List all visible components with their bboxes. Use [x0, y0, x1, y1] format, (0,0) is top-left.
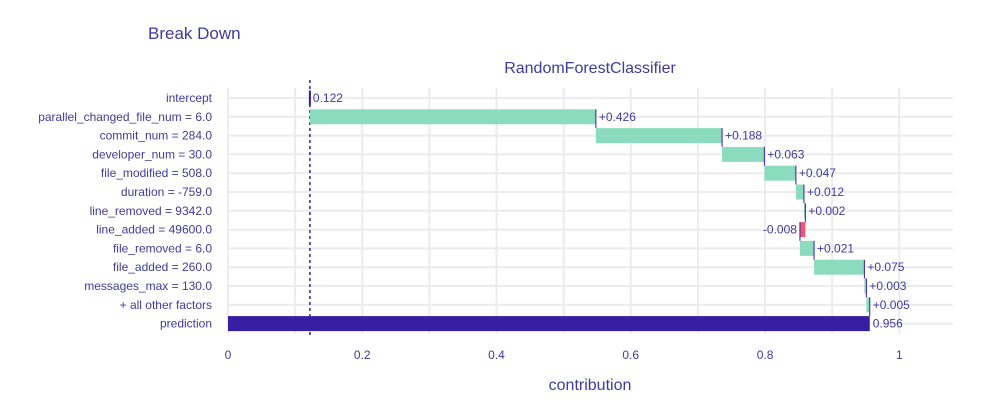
x-axis-title: contribution [549, 377, 632, 394]
variable-label: intercept [166, 91, 213, 105]
bar-positive [795, 184, 804, 200]
value-label: -0.008 [763, 223, 797, 237]
variable-label: file_added = 260.0 [113, 260, 212, 274]
bars [228, 80, 871, 336]
bar-positive [309, 109, 596, 125]
value-label: 0.956 [873, 317, 903, 331]
value-label: +0.012 [807, 185, 844, 199]
bar-positive [866, 297, 870, 313]
variable-label: developer_num = 30.0 [92, 147, 212, 161]
x-axis-ticks: 0 0.2 0.4 0.6 0.8 1 [225, 348, 903, 362]
bar-positive [595, 128, 723, 144]
variable-label: file_modified = 508.0 [101, 166, 212, 180]
value-label: +0.075 [867, 260, 904, 274]
variable-label: + all other factors [120, 298, 212, 312]
bar-positive [864, 278, 867, 294]
value-label: +0.188 [725, 129, 762, 143]
value-label: +0.003 [869, 279, 906, 293]
value-label: +0.063 [767, 147, 804, 161]
variable-label: line_added = 49600.0 [96, 223, 212, 237]
x-tick-label: 0.4 [488, 348, 505, 362]
bar-positive [814, 259, 865, 275]
variable-label: line_removed = 9342.0 [90, 204, 213, 218]
x-tick-label: 0 [225, 348, 232, 362]
x-tick-label: 0.8 [757, 348, 774, 362]
value-label: +0.002 [808, 204, 845, 218]
variable-labels: intercept parallel_changed_file_num = 6.0… [38, 91, 212, 331]
bar-positive [799, 240, 815, 256]
variable-label: duration = -759.0 [121, 185, 212, 199]
x-tick-label: 0.2 [354, 348, 371, 362]
bar-positive [722, 146, 765, 162]
chart-title: Break Down [148, 24, 241, 43]
bar-negative [799, 222, 806, 238]
variable-label: parallel_changed_file_num = 6.0 [38, 110, 212, 124]
variable-label: messages_max = 130.0 [84, 279, 212, 293]
bar-positive [764, 165, 796, 181]
bar-prediction [228, 316, 870, 332]
value-label: +0.005 [873, 298, 910, 312]
value-label: +0.021 [817, 241, 854, 255]
x-tick-label: 0.6 [622, 348, 639, 362]
value-label: +0.426 [599, 110, 636, 124]
variable-label: commit_num = 284.0 [100, 129, 213, 143]
value-label: +0.047 [799, 166, 836, 180]
chart-subtitle: RandomForestClassifier [504, 60, 676, 77]
value-labels: 0.122 +0.426 +0.188 +0.063 +0.047 +0.012 +0.00… [313, 91, 910, 331]
value-label: 0.122 [313, 91, 343, 105]
x-tick-label: 1 [896, 348, 903, 362]
variable-label: prediction [160, 317, 212, 331]
variable-label: file_removed = 6.0 [113, 241, 212, 255]
